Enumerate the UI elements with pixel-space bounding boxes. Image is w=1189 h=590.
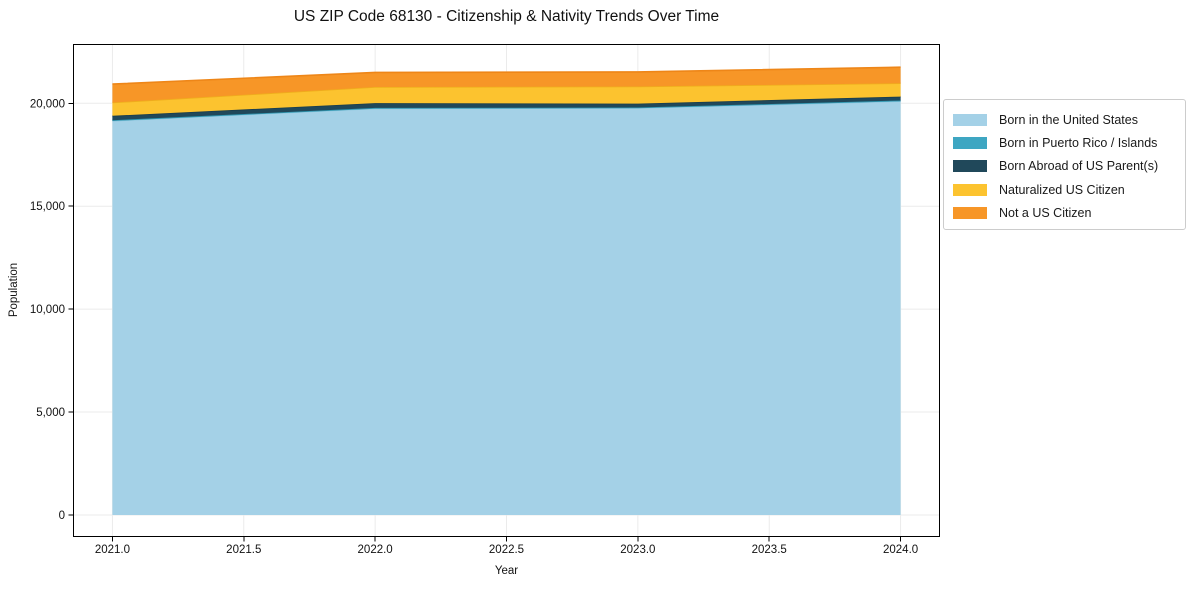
x-axis-label: Year (494, 565, 519, 577)
x-tick-label: 2023.0 (620, 544, 655, 556)
legend-item-label: Not a US Citizen (999, 206, 1092, 221)
area-series (112, 101, 901, 515)
plot-border (73, 44, 940, 537)
legend-item-label: Born Abroad of US Parent(s) (999, 159, 1159, 174)
legend-item-label: Born in the United States (999, 112, 1138, 127)
legend-swatch (953, 183, 987, 196)
legend-item: Born in Puerto Rico / Islands (944, 131, 1185, 154)
y-tick-label: 15,000 (30, 201, 65, 213)
y-tick-label: 10,000 (30, 304, 65, 316)
area-top-edge (112, 66, 901, 85)
x-tick-label: 2024.0 (883, 544, 918, 556)
x-tick-label: 2021.5 (226, 544, 261, 556)
legend-item: Not a US Citizen (944, 202, 1185, 225)
legend-item: Naturalized US Citizen (944, 178, 1185, 201)
chart-title: US ZIP Code 68130 - Citizenship & Nativi… (293, 8, 720, 25)
legend-item: Born in the United States (944, 108, 1185, 131)
y-tick-label: 20,000 (30, 98, 65, 110)
legend-swatch (953, 137, 987, 150)
x-tick-label: 2022.0 (358, 544, 393, 556)
legend-swatch (953, 160, 987, 173)
legend-item: Born Abroad of US Parent(s) (944, 155, 1185, 178)
x-tick-label: 2021.0 (95, 544, 130, 556)
y-tick-label: 5,000 (36, 407, 65, 419)
legend-item-label: Naturalized US Citizen (999, 182, 1125, 197)
x-tick-label: 2023.5 (752, 544, 787, 556)
legend-swatch (953, 207, 987, 220)
legend: Born in the United States Born in Puerto … (943, 99, 1186, 230)
x-tick-label: 2022.5 (489, 544, 524, 556)
legend-swatch (953, 113, 987, 126)
y-axis-label: Population (8, 262, 20, 318)
y-tick-label: 0 (59, 510, 65, 522)
legend-item-label: Born in Puerto Rico / Islands (999, 136, 1158, 151)
